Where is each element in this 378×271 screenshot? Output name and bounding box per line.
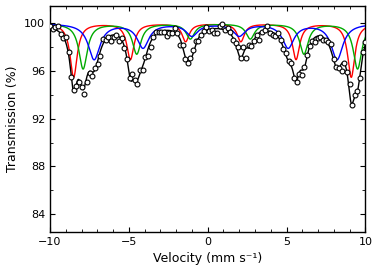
Y-axis label: Transmission (%): Transmission (%) [6,66,19,172]
X-axis label: Velocity (mm s⁻¹): Velocity (mm s⁻¹) [153,253,262,265]
